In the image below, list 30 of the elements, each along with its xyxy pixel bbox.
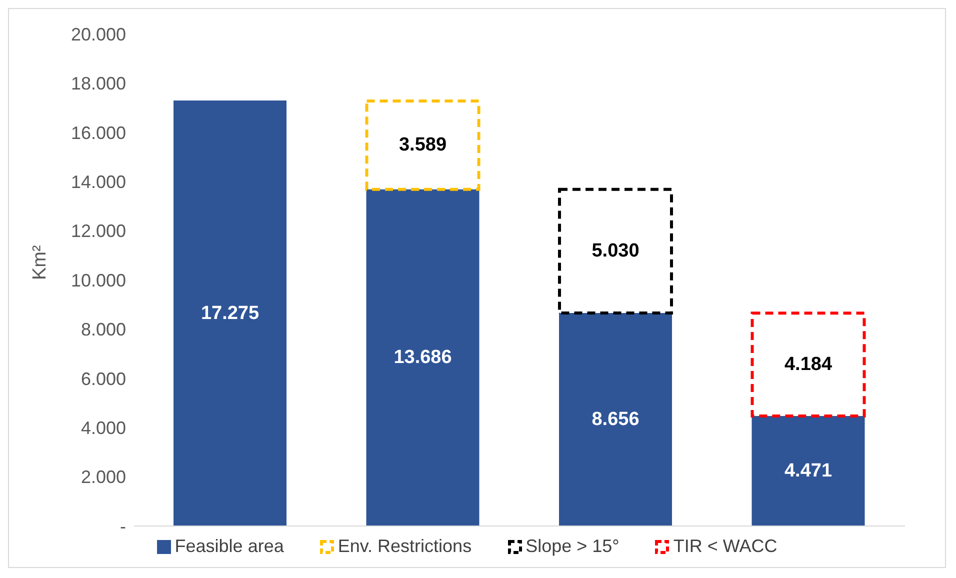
bar (558, 188, 673, 315)
bar (366, 188, 480, 526)
data-label: 8.656 (592, 409, 640, 430)
data-label: 3.589 (398, 134, 447, 156)
bar (752, 416, 865, 526)
y-tick-label: 4.000 (80, 418, 126, 438)
y-tick-label: 12.000 (70, 221, 126, 242)
y-tick-label: 10.000 (70, 270, 126, 290)
y-axis-title: Km² (30, 245, 51, 280)
bar (365, 100, 480, 191)
y-tick-label: 2.000 (80, 467, 126, 488)
y-tick-label: - (120, 516, 126, 536)
legend-label: Slope > 15° (526, 536, 620, 557)
data-label: 4.471 (784, 460, 832, 482)
bar (174, 100, 286, 526)
y-tick-label: 20.000 (70, 24, 126, 44)
legend-label: Feasible area (174, 536, 284, 557)
y-tick-label: 16.000 (70, 122, 126, 143)
data-label: 4.184 (784, 354, 832, 376)
data-label: 5.030 (592, 240, 640, 262)
y-tick-label: 18.000 (70, 74, 126, 94)
y-tick-label: 14.000 (70, 172, 126, 192)
legend-label: TIR < WACC (673, 536, 778, 557)
data-label: 17.275 (200, 303, 260, 324)
y-tick-label: 6.000 (80, 368, 126, 389)
bar (750, 312, 866, 418)
data-label: 13.686 (394, 347, 452, 368)
legend-label: Env. Restrictions (338, 536, 472, 557)
bar (559, 312, 672, 526)
y-tick-label: 8.000 (80, 320, 126, 340)
